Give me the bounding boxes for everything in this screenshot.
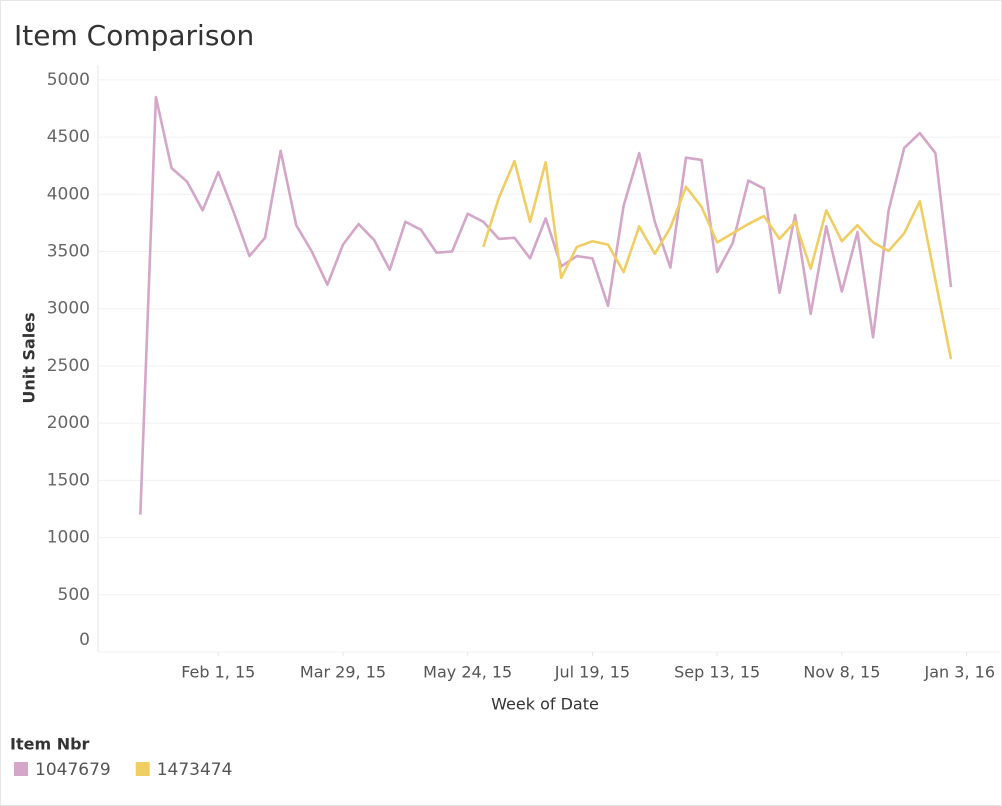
series-line — [139, 95, 953, 515]
y-tick-label: 500 — [58, 585, 90, 605]
y-tick-label: 2000 — [47, 413, 90, 433]
y-tick-label: 4500 — [47, 127, 90, 147]
x-tick-label: May 24, 15 — [423, 663, 512, 682]
series-line — [482, 159, 953, 360]
y-tick-label: 3000 — [47, 299, 90, 319]
y-tick-label: 5000 — [47, 70, 90, 90]
x-axis-title: Week of Date — [491, 695, 599, 714]
y-axis-title: Unit Sales — [20, 312, 39, 403]
x-tick-label: Feb 1, 15 — [181, 663, 255, 682]
y-tick-label: 2500 — [47, 356, 90, 376]
legend-label: 1047679 — [35, 760, 111, 780]
chart-title: Item Comparison — [14, 19, 254, 52]
x-tick-label: Jan 3, 16 — [924, 663, 995, 682]
x-tick-label: Nov 8, 15 — [803, 663, 880, 682]
legend-label: 1473474 — [157, 760, 233, 780]
legend-swatch — [14, 762, 28, 776]
x-tick-label: Mar 29, 15 — [300, 663, 386, 682]
y-tick-label: 0 — [79, 630, 90, 650]
legend-swatch — [135, 762, 150, 776]
legend-title: Item Nbr — [10, 735, 90, 754]
y-tick-label: 1000 — [47, 528, 90, 548]
x-tick-label: Sep 13, 15 — [674, 663, 760, 682]
x-tick-label: Jul 19, 15 — [554, 663, 630, 682]
y-tick-label: 4000 — [47, 184, 90, 204]
y-tick-label: 3500 — [47, 242, 90, 262]
y-tick-label: 1500 — [47, 470, 90, 490]
